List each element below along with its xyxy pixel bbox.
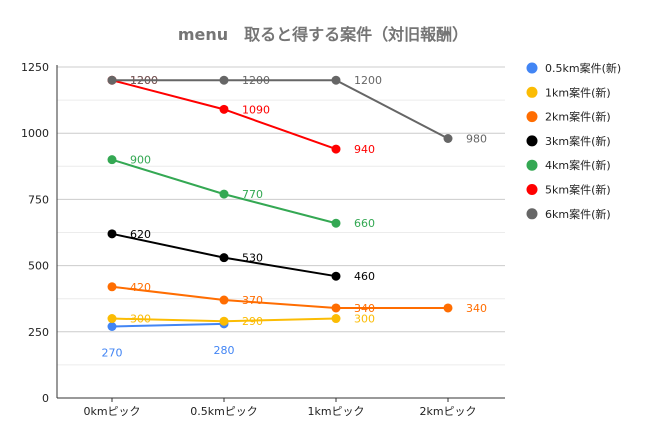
data-point [107, 229, 117, 239]
data-label: 340 [354, 302, 375, 315]
data-point [107, 322, 117, 332]
data-label: 940 [354, 143, 375, 156]
data-point [219, 295, 229, 305]
legend-marker [526, 86, 538, 98]
y-tick-label: 1250 [21, 61, 49, 74]
data-label: 280 [214, 344, 235, 357]
series-line [111, 79, 337, 151]
legend-label: 1km案件(新) [545, 85, 611, 99]
data-point [219, 253, 229, 263]
legend-label: 3km案件(新) [545, 134, 611, 148]
x-tick-label: 1kmピック [307, 405, 364, 418]
data-label: 460 [354, 270, 375, 283]
y-tick-label: 750 [28, 193, 49, 206]
data-point [331, 303, 341, 313]
legend-label: 0.5km案件(新) [545, 61, 621, 75]
data-point [107, 314, 117, 324]
data-label: 340 [466, 302, 487, 315]
data-point [219, 316, 229, 326]
legend-marker [526, 135, 538, 147]
data-point [331, 75, 341, 85]
legend-label: 4km案件(新) [545, 158, 611, 172]
chart-title: menu 取ると得する案件（対旧報酬） [178, 25, 468, 44]
series-line [112, 79, 449, 140]
data-label: 270 [102, 347, 123, 360]
data-label: 660 [354, 217, 375, 230]
data-point [331, 271, 341, 281]
data-label: 1200 [130, 74, 158, 87]
x-tick-label: 0.5kmピック [190, 405, 258, 418]
data-label: 300 [130, 313, 151, 326]
y-tick-label: 250 [28, 326, 49, 339]
axes: 0 250 500 750 1000 1250 0kmピック 0.5kmピック 1kmピック 2k… [21, 61, 505, 418]
legend-label: 5km案件(新) [545, 183, 611, 197]
data-label: 980 [466, 132, 487, 145]
data-label: 900 [130, 154, 151, 167]
legend-marker [526, 184, 538, 195]
y-tick-label: 1000 [21, 127, 49, 140]
data-label: 1200 [354, 74, 382, 87]
data-point [219, 189, 229, 199]
data-label: 770 [242, 188, 263, 201]
data-label: 290 [242, 315, 263, 328]
data-point [107, 155, 117, 165]
data-point [219, 104, 229, 114]
series-line [111, 322, 225, 328]
series-group: 270 280 300 290 300 420 370 340 340 620 530 460 900 7… [102, 74, 488, 359]
series-line [111, 285, 448, 309]
legend-marker [526, 111, 538, 123]
legend: 0.5km案件(新) 1km案件(新) 2km案件(新) 3km案件(新) 4km案件(… [526, 61, 621, 221]
data-label: 300 [354, 313, 375, 326]
data-label: 1200 [242, 74, 270, 87]
data-label: 370 [242, 294, 263, 307]
legend-marker [526, 159, 538, 171]
data-label: 620 [130, 228, 151, 241]
data-point [443, 303, 453, 313]
data-point [443, 133, 453, 143]
data-point [331, 144, 341, 154]
data-point [107, 282, 117, 292]
data-label: 1090 [242, 103, 270, 116]
y-tick-label: 0 [42, 392, 49, 405]
legend-label: 2km案件(新) [545, 110, 611, 124]
y-tick-label: 500 [28, 260, 49, 273]
data-point [219, 75, 229, 85]
x-tick-label: 2kmピック [419, 405, 476, 418]
data-point [331, 218, 341, 228]
x-tick-label: 0kmピック [83, 405, 140, 418]
legend-marker [526, 62, 538, 74]
data-point [107, 75, 117, 85]
data-point [331, 314, 341, 324]
data-label: 420 [130, 281, 151, 294]
data-label: 530 [242, 252, 263, 265]
legend-marker [526, 208, 538, 220]
legend-label: 6km案件(新) [545, 207, 611, 221]
